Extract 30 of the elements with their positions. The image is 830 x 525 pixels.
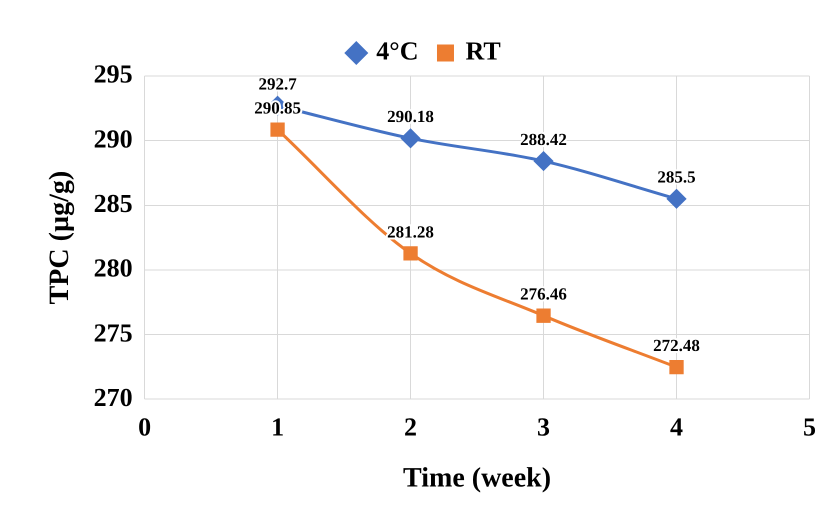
data-label: 288.42: [520, 130, 567, 149]
data-label: 281.28: [387, 222, 434, 242]
point: [534, 152, 554, 171]
data-label: 292.7: [258, 74, 298, 94]
point: [669, 360, 684, 374]
point: [536, 308, 551, 323]
point: [667, 189, 686, 208]
y-tick-label: 280: [94, 254, 133, 283]
x-tick-label: 2: [404, 412, 418, 442]
x-tick-label: 1: [271, 412, 284, 442]
data-label: 290.18: [387, 107, 434, 126]
data-label: 272.48: [653, 336, 700, 356]
legend-label: 4°C: [376, 36, 418, 66]
data-label: 276.46: [520, 284, 567, 304]
y-axis-title: TPC (µg/g): [44, 170, 76, 304]
x-axis-title: Time (week): [403, 462, 552, 494]
point: [403, 246, 418, 261]
x-tick-label: 5: [803, 412, 816, 442]
x-tick-label: 0: [138, 412, 152, 442]
legend-label: RT: [465, 36, 501, 66]
x-tick-label: 4: [670, 412, 684, 442]
y-tick-label: 290: [94, 124, 133, 154]
y-tick-label: 295: [94, 60, 133, 89]
point: [401, 128, 420, 148]
x-tick-label: 3: [537, 412, 550, 442]
data-label: 285.5: [657, 168, 696, 187]
y-tick-label: 275: [94, 318, 133, 348]
y-tick-label: 270: [94, 382, 133, 412]
point: [270, 122, 285, 137]
y-tick-label: 285: [94, 189, 133, 218]
